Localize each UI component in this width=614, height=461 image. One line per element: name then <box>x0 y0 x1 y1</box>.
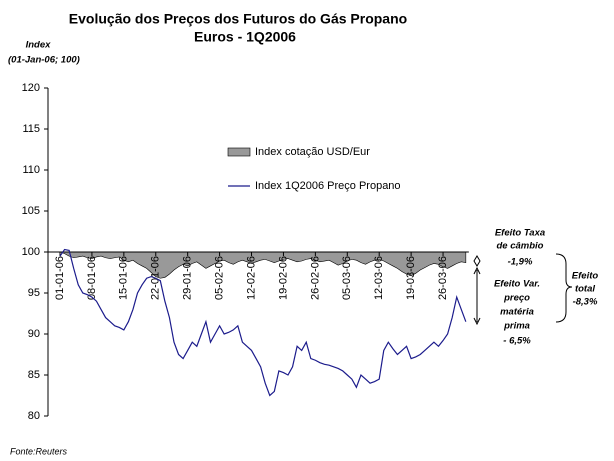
x-tick-label: 12-03-06 <box>373 256 385 300</box>
x-tick-label: 29-01-06 <box>182 256 194 300</box>
y-tick-label: 115 <box>22 123 40 135</box>
annotation: total <box>575 284 595 295</box>
annotation: Efeito Var. <box>494 279 540 290</box>
annotation: -8,3% <box>573 297 598 308</box>
y-tick-label: 105 <box>22 205 40 217</box>
line <box>59 248 467 397</box>
x-tick-label: 01-01-06 <box>54 256 66 300</box>
legend-label: Index 1Q2006 Preço Propano <box>255 180 401 192</box>
x-tick-label: 12-02-06 <box>245 256 257 300</box>
annotation: matéria <box>500 307 534 318</box>
x-tick-label: 26-03-06 <box>437 256 449 300</box>
brace <box>555 253 573 323</box>
y-tick-label: 85 <box>28 369 40 381</box>
y-tick-label: 80 <box>28 410 40 422</box>
annotation: -1,9% <box>508 257 533 268</box>
area <box>59 251 467 279</box>
arrow-head <box>473 266 481 326</box>
y-tick-label: 100 <box>22 246 40 258</box>
annotation: preço <box>503 293 530 304</box>
y-axis-label: (01-Jan-06; 100) <box>8 55 80 66</box>
annotation: Efeito Taxa <box>495 228 545 239</box>
annotation: - 6,5% <box>503 336 531 347</box>
legend-swatch <box>227 147 251 157</box>
annotation: de câmbio <box>497 241 544 252</box>
x-tick-label: 15-01-06 <box>118 256 130 300</box>
x-tick-label: 19-03-06 <box>405 256 417 300</box>
y-tick-label: 110 <box>22 164 40 176</box>
legend-label: Index cotação USD/Eur <box>255 146 370 158</box>
chart-title: Euros - 1Q2006 <box>194 29 296 45</box>
marker <box>473 255 481 267</box>
y-tick-label: 90 <box>28 328 40 340</box>
x-tick-label: 05-02-06 <box>214 256 226 300</box>
y-tick-label: 95 <box>28 287 40 299</box>
x-tick-label: 19-02-06 <box>277 256 289 300</box>
y-axis-label: Index <box>26 40 52 51</box>
y-tick-label: 120 <box>22 82 40 94</box>
x-tick-label: 26-02-06 <box>309 256 321 300</box>
x-tick-label: 05-03-06 <box>341 256 353 300</box>
chart-title: Evolução dos Preços dos Futuros do Gás P… <box>69 11 407 27</box>
annotation: prima <box>503 321 530 332</box>
x-tick-label: 08-01-06 <box>86 256 98 300</box>
source: Fonte:Reuters <box>10 446 68 456</box>
annotation: Efeito <box>572 271 599 282</box>
